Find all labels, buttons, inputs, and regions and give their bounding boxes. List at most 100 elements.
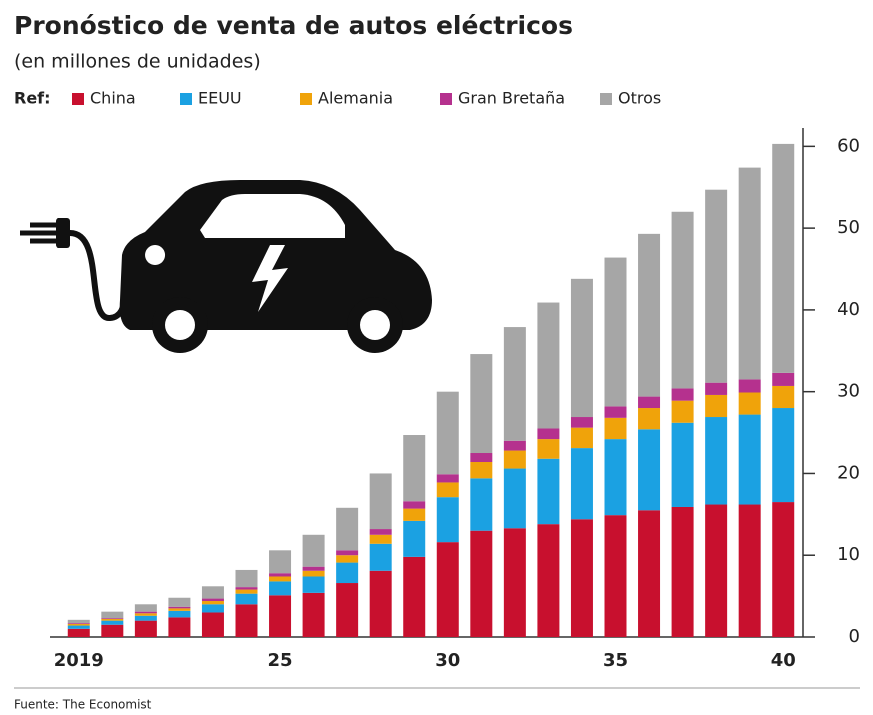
bar-segment: [638, 429, 660, 510]
bar-segment: [638, 510, 660, 637]
bar-segment: [403, 521, 425, 557]
bar-segment: [135, 621, 157, 637]
bar-segment: [705, 505, 727, 637]
x-tick-label: 35: [603, 650, 628, 671]
bar-segment: [370, 473, 392, 529]
y-tick-label: 20: [837, 462, 860, 483]
bar-segment: [236, 570, 258, 587]
bar-segment: [135, 612, 157, 614]
bar-segment: [739, 379, 761, 392]
bar-segment: [705, 383, 727, 395]
bar-segment: [303, 571, 325, 577]
x-tick-label: 2019: [54, 650, 104, 671]
bar-segment: [672, 507, 694, 637]
bar-segment: [571, 279, 593, 417]
bar-segment: [705, 417, 727, 504]
bar-segment: [672, 423, 694, 507]
bar-segment: [537, 524, 559, 637]
bar-segment: [68, 629, 90, 637]
y-tick-label: 10: [837, 544, 860, 565]
bar-segment: [605, 406, 627, 417]
source: Fuente: The Economist: [14, 698, 152, 712]
bar-segment: [101, 625, 123, 637]
bar-segment: [101, 612, 123, 619]
bar-segment: [470, 478, 492, 530]
bar-segment: [739, 505, 761, 637]
car-icon: [20, 180, 432, 353]
bar-segment: [68, 623, 90, 624]
bar-segment: [403, 557, 425, 637]
bar-segment: [101, 619, 123, 621]
bar-segment: [739, 168, 761, 380]
legend-label: Ref:: [14, 89, 51, 108]
y-tick-label: 30: [837, 381, 860, 402]
legend-entry: Alemania: [318, 89, 393, 108]
bar-segment: [571, 519, 593, 637]
y-tick-label: 40: [837, 299, 860, 320]
x-tick-label: 30: [435, 650, 460, 671]
bar-segment: [504, 451, 526, 469]
chart: Pronóstico de venta de autos eléctricos …: [0, 0, 873, 715]
y-tick-label: 50: [837, 217, 860, 238]
bar-segment: [303, 576, 325, 592]
bar-segment: [370, 544, 392, 571]
bar-segment: [168, 611, 190, 618]
bar-segment: [202, 599, 224, 601]
bar-segment: [303, 567, 325, 571]
bar-segment: [269, 595, 291, 637]
bar-segment: [370, 535, 392, 544]
bar-segment: [571, 417, 593, 428]
bar-segment: [605, 439, 627, 515]
bar-segment: [571, 448, 593, 519]
bar-segment: [470, 453, 492, 462]
legend-entry: Gran Bretaña: [458, 89, 565, 108]
bar-segment: [269, 550, 291, 573]
y-tick-label: 60: [837, 135, 860, 156]
bar-segment: [236, 587, 258, 589]
bar-segment: [470, 354, 492, 453]
bar-segment: [672, 388, 694, 400]
bar-segment: [403, 435, 425, 501]
bar-segment: [537, 439, 559, 459]
bar-segment: [739, 392, 761, 414]
bar-segment: [168, 607, 190, 609]
bar-segment: [135, 613, 157, 615]
bar-segment: [336, 508, 358, 551]
bar-segment: [68, 624, 90, 626]
bar-segment: [504, 469, 526, 529]
bar-segment: [638, 397, 660, 408]
bar-segment: [437, 542, 459, 637]
bar-segment: [269, 573, 291, 576]
legend-entry: Otros: [618, 89, 661, 108]
bar-segment: [605, 515, 627, 637]
bar-segment: [638, 408, 660, 429]
bar-segment: [672, 212, 694, 389]
bar-segment: [168, 608, 190, 610]
legend-swatch: [72, 93, 84, 105]
bar-segment: [504, 441, 526, 451]
bar-segment: [772, 502, 794, 637]
bar-segment: [236, 590, 258, 594]
x-tick-label: 40: [771, 650, 796, 671]
bar-segment: [336, 550, 358, 555]
bar-segment: [705, 190, 727, 383]
bar-segment: [772, 408, 794, 502]
bar-segment: [202, 601, 224, 604]
bar-segment: [705, 395, 727, 417]
bar-segment: [370, 529, 392, 535]
bar-segment: [370, 571, 392, 637]
bar-segment: [403, 509, 425, 521]
legend-entry: EEUU: [198, 89, 242, 108]
bar-segment: [168, 598, 190, 607]
bar-segment: [437, 392, 459, 475]
bar-segment: [101, 618, 123, 619]
bar-segment: [336, 563, 358, 583]
bar-segment: [772, 144, 794, 373]
page: Pronóstico de venta de autos eléctricos …: [0, 0, 873, 715]
bar-segment: [470, 531, 492, 637]
bar-segment: [68, 620, 90, 623]
bar-segment: [236, 594, 258, 605]
bar-segment: [537, 459, 559, 524]
bar-segment: [504, 327, 526, 441]
bar-segment: [336, 555, 358, 562]
